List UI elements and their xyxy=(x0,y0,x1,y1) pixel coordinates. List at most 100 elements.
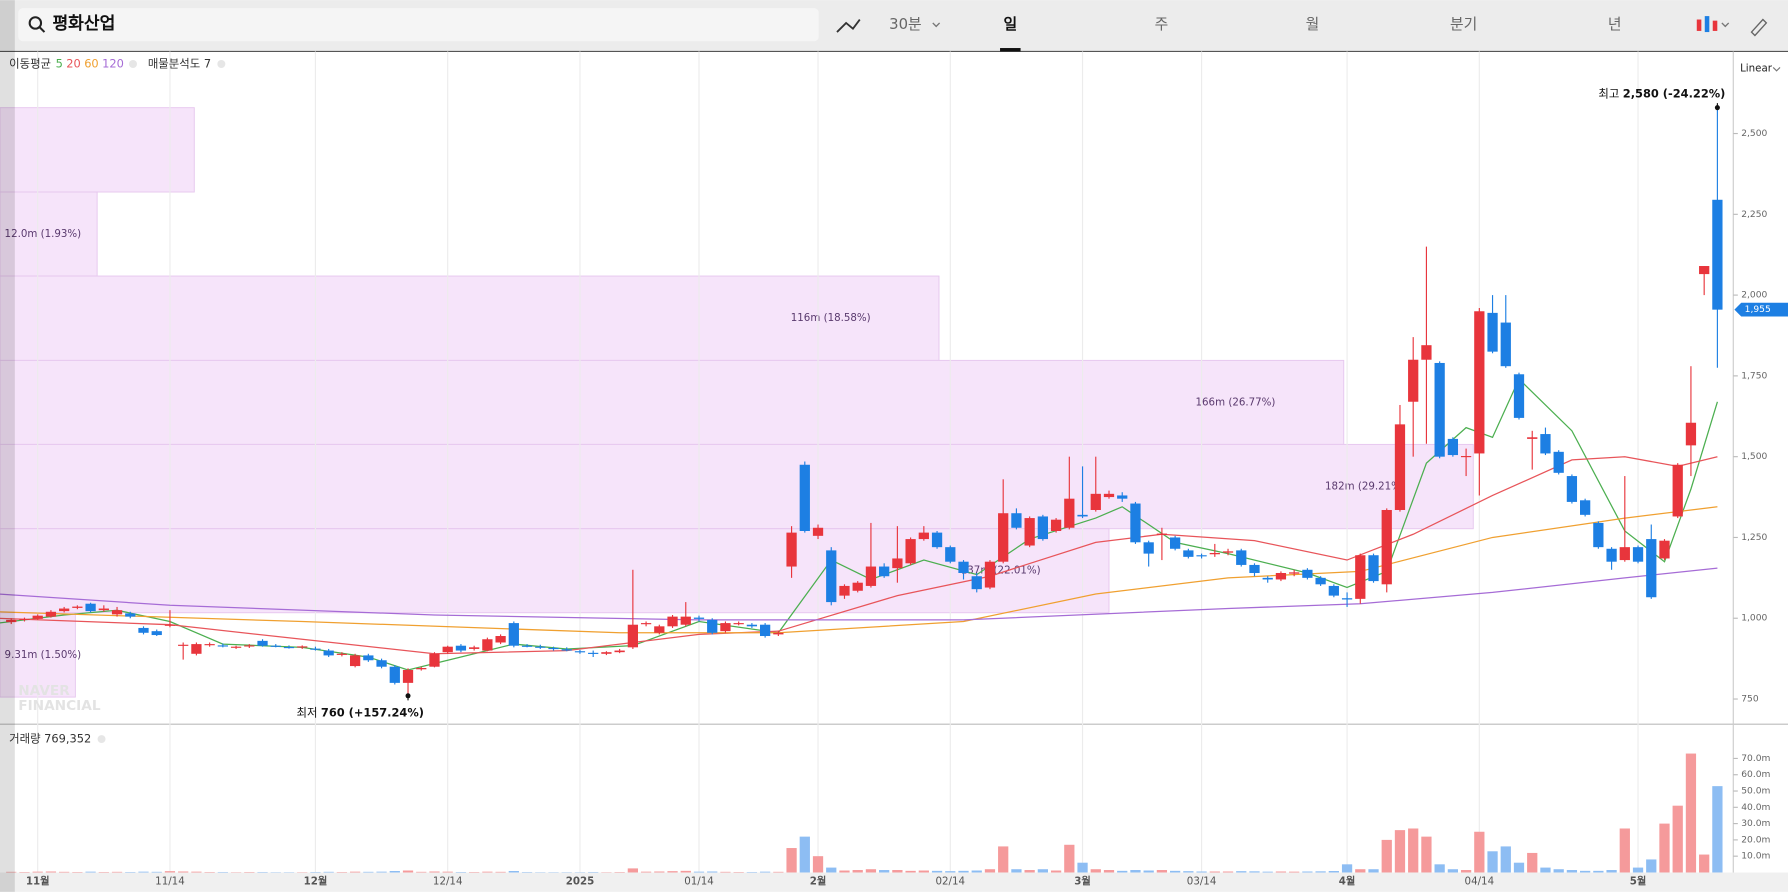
watermark: NAVER xyxy=(18,683,70,699)
extreme-value: 2,580 (-24.22%) xyxy=(1623,86,1726,100)
volume-profile-label: 137m (22.01%) xyxy=(961,565,1041,577)
draw-icon[interactable] xyxy=(1750,18,1768,37)
period-tab[interactable]: 주 xyxy=(1155,16,1169,33)
volume-bar xyxy=(111,871,123,873)
volume-y-tick-label: 70.0m xyxy=(1741,754,1770,764)
volume-bar xyxy=(1580,870,1591,873)
volume-y-tick-label: 30.0m xyxy=(1741,819,1770,829)
volume-profile-label: 12.0m (1.93%) xyxy=(5,228,82,240)
volume-bar xyxy=(1527,852,1538,873)
x-tick-label: 5월 xyxy=(1630,875,1647,888)
legend-close[interactable] xyxy=(128,60,137,68)
candle-body xyxy=(125,613,136,617)
period-tab[interactable]: 월 xyxy=(1306,16,1320,33)
last-price-label: 1,955 xyxy=(1745,305,1771,315)
price-plot: 12.0m (1.93%) 116m (18.58%) 166m (26.77%) 1… xyxy=(0,51,1788,892)
volume-profile-bar xyxy=(0,107,195,193)
volume-y-tick-label: 10.0m xyxy=(1741,852,1770,862)
y-tick-label: 750 xyxy=(1741,695,1759,705)
volume-bar xyxy=(1408,828,1419,873)
candle-body xyxy=(508,623,519,646)
candle-body xyxy=(680,616,691,625)
candle-body xyxy=(45,611,57,617)
volume-bar xyxy=(773,871,784,873)
ma-legend-period[interactable]: 20 xyxy=(66,56,81,70)
candle-body xyxy=(958,561,969,574)
volume-y-tick-label: 50.0m xyxy=(1741,787,1770,797)
candle-body xyxy=(310,648,321,650)
dropdown-chevron[interactable] xyxy=(932,22,941,28)
candle-body xyxy=(640,623,652,625)
x-tick-label: 2025 xyxy=(566,876,595,888)
extreme-label: 최고 xyxy=(1598,86,1619,100)
candle-body xyxy=(1513,374,1525,418)
volume-profile-bar xyxy=(0,191,98,277)
candle-body xyxy=(521,645,533,647)
y-tick-label: 1,500 xyxy=(1741,452,1767,462)
search-icon xyxy=(28,16,43,30)
volume-bar xyxy=(812,856,824,873)
y-tick-label: 1,750 xyxy=(1741,371,1767,381)
volume-bar xyxy=(1606,870,1617,873)
volume-bar xyxy=(707,871,718,873)
volume-bar xyxy=(826,867,837,873)
volume-bar xyxy=(1460,870,1472,873)
x-tick-label: 2월 xyxy=(810,875,827,888)
volume-bar xyxy=(1381,839,1392,873)
volume-bar xyxy=(164,871,176,873)
candle-body xyxy=(1249,564,1260,574)
volume-bar xyxy=(191,871,202,873)
candle-body xyxy=(1236,550,1247,565)
candle-body xyxy=(244,645,255,647)
volume-bar xyxy=(482,871,493,873)
volume-bar xyxy=(852,870,863,873)
volume-bar xyxy=(1103,870,1115,873)
candle-body xyxy=(482,639,493,651)
volume-bar xyxy=(786,848,797,873)
candle-body xyxy=(230,646,242,648)
candle-body xyxy=(693,617,705,619)
volume-bar xyxy=(1566,870,1578,873)
ma-legend-period[interactable]: 120 xyxy=(102,56,124,70)
x-tick-label: 12/14 xyxy=(433,876,463,888)
candle-body xyxy=(6,619,17,623)
period-tabs: 30분 일 주 월 분기 년 xyxy=(889,16,1622,52)
volume-bar xyxy=(1619,828,1630,873)
ma-legend-period[interactable]: 5 xyxy=(56,56,63,70)
candle-body xyxy=(1593,522,1604,548)
x-tick-label: 02/14 xyxy=(936,876,966,888)
candle-body xyxy=(1156,533,1168,535)
scale-mode[interactable]: Linear xyxy=(1740,63,1773,75)
candle-body xyxy=(1355,555,1366,599)
legend-close[interactable] xyxy=(97,735,106,744)
candle-body xyxy=(892,558,903,569)
indicator-icon[interactable] xyxy=(836,18,861,33)
period-tab[interactable]: 30분 xyxy=(889,16,921,33)
volume-bar xyxy=(971,870,982,873)
candle-type-icon[interactable] xyxy=(1696,16,1730,33)
candle-body xyxy=(720,623,731,632)
volume-bar xyxy=(1315,871,1326,873)
candle-body xyxy=(905,539,916,564)
candle-body xyxy=(164,624,176,626)
candle-body xyxy=(1447,438,1459,456)
legend-close[interactable] xyxy=(217,60,226,68)
period-tab[interactable]: 일 xyxy=(1003,16,1017,33)
period-tab[interactable]: 분기 xyxy=(1450,16,1477,33)
candle-body xyxy=(1394,424,1406,510)
volume-bar xyxy=(178,871,189,873)
icon-candle xyxy=(1712,20,1718,31)
candle-body xyxy=(1222,551,1234,553)
volume-bar xyxy=(151,871,162,873)
search-box[interactable] xyxy=(18,8,819,42)
period-tab[interactable]: 년 xyxy=(1608,16,1622,33)
search-text[interactable]: 평화산업 xyxy=(52,14,115,34)
candle-body xyxy=(1090,493,1101,510)
volume-bar xyxy=(720,871,731,873)
ma-legend-period[interactable]: 60 xyxy=(84,56,99,70)
profile-legend-label[interactable]: 매물분석도 7 xyxy=(148,56,211,70)
candle-body xyxy=(707,619,718,633)
candle-body xyxy=(879,566,890,577)
volume-bar xyxy=(1037,869,1049,873)
